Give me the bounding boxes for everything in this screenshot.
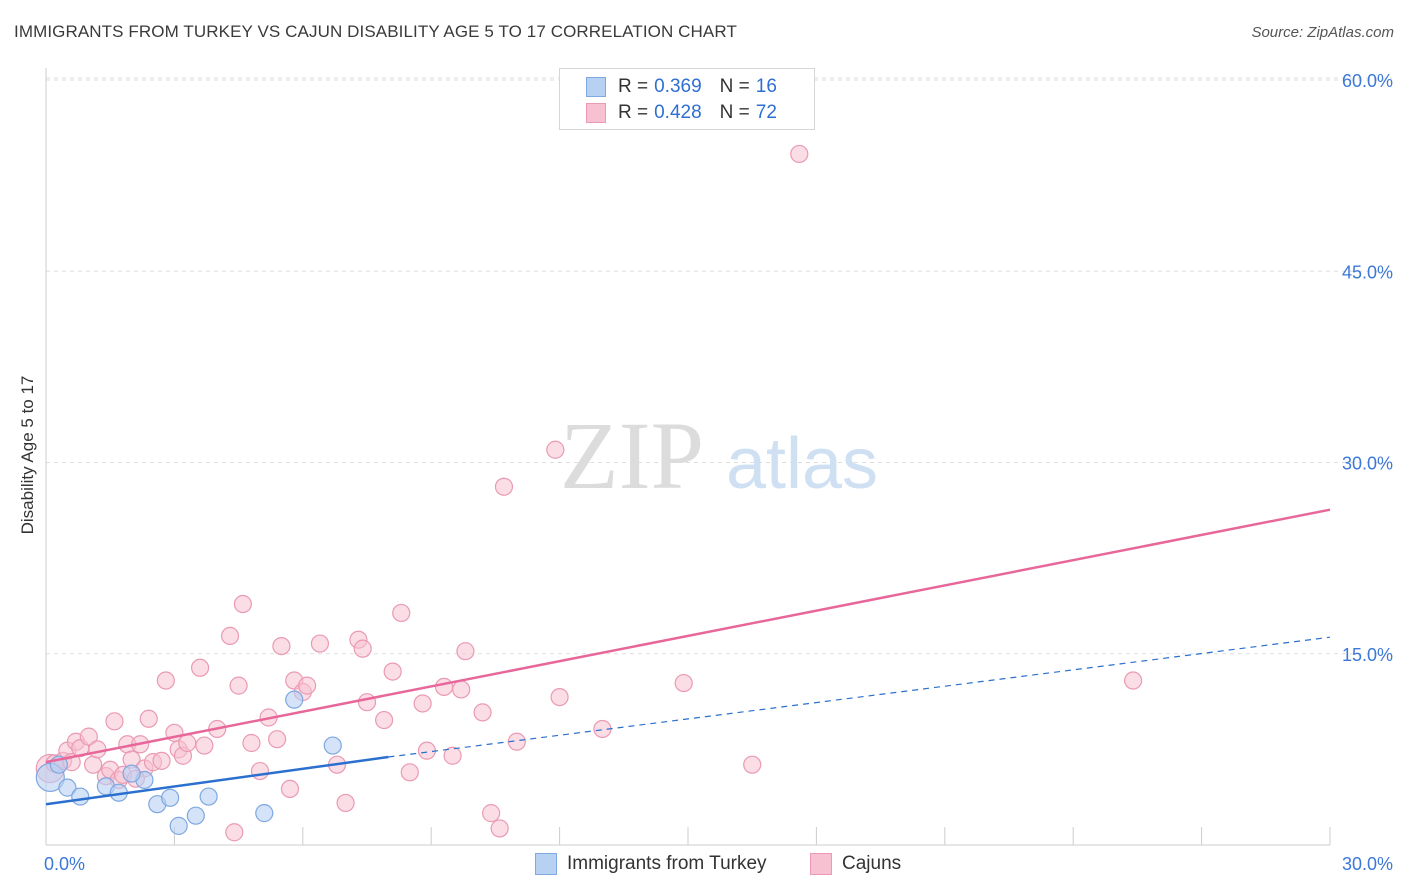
source-label: Source: ZipAtlas.com <box>1251 24 1394 41</box>
y-tick-label: 30.0% <box>1342 454 1393 474</box>
cajun-point <box>1124 671 1143 690</box>
legend-swatch-blue <box>586 77 606 97</box>
legend-row-turkey: R = 0.369 N = 16 <box>586 74 777 100</box>
tick-labels: 15.0% 30.0% 45.0% 60.0% 0.0% 30.0% <box>44 71 1393 874</box>
cajun-point <box>156 671 175 690</box>
cajun-point <box>272 636 291 656</box>
bottom-legend-swatch-pink <box>810 853 832 875</box>
cajun-point <box>743 755 762 774</box>
legend-n-value: 72 <box>755 102 777 123</box>
cajun-point <box>229 676 248 695</box>
turkey-point <box>323 736 342 755</box>
trendlines <box>45 508 1331 806</box>
turkey-trendline <box>45 755 389 806</box>
cajun-point <box>336 793 355 813</box>
bottom-legend-label: Cajuns <box>842 853 902 874</box>
bottom-legend-swatch-blue <box>535 853 557 875</box>
cajun-point <box>494 477 514 496</box>
bottom-legend-cajuns: Cajuns <box>810 851 901 877</box>
legend-r-value: 0.369 <box>654 76 702 97</box>
legend-r-value: 0.428 <box>654 102 702 123</box>
cajun-point <box>550 687 569 707</box>
y-tick-label: 15.0% <box>1342 645 1393 665</box>
cajun-trendline <box>45 508 1331 764</box>
cajun-point <box>413 694 432 713</box>
cajun-point <box>250 761 270 781</box>
stats-legend: R = 0.369 N = 16 R = 0.428 N = 72 <box>559 68 815 130</box>
cajun-point <box>674 673 693 693</box>
watermark-zip: ZIP <box>560 402 704 509</box>
cajun-point <box>310 634 330 653</box>
cajun-point <box>490 819 509 838</box>
cajun-point <box>152 751 171 770</box>
cajun-point <box>225 823 244 842</box>
cajun-point <box>88 740 107 759</box>
cajun-point <box>507 732 526 751</box>
bottom-legend-label: Immigrants from Turkey <box>567 853 767 874</box>
cajun-point <box>392 603 411 623</box>
turkey-point <box>169 816 188 835</box>
cajun-point <box>297 676 317 695</box>
chart-title: IMMIGRANTS FROM TURKEY VS CAJUN DISABILI… <box>14 22 737 41</box>
legend-r-label: R = <box>618 102 649 123</box>
turkey-point <box>122 764 141 783</box>
cajun-point <box>242 733 261 753</box>
turkey-point <box>285 690 304 709</box>
cajun-point <box>280 779 300 799</box>
axes <box>45 68 1331 846</box>
cajun-point <box>443 746 462 765</box>
legend-n-value: 16 <box>755 76 777 97</box>
legend-swatch-pink <box>586 103 606 123</box>
cajun-point <box>417 741 437 760</box>
cajun-point <box>139 709 158 728</box>
watermark-atlas: atlas <box>726 424 878 504</box>
turkey-point <box>186 806 205 825</box>
cajun-point <box>178 733 197 753</box>
legend-n-label: N = <box>719 102 750 123</box>
y-axis-label: Disability Age 5 to 17 <box>18 375 37 535</box>
cajun-point <box>473 703 492 722</box>
x-tick-label: 30.0% <box>1342 854 1393 874</box>
cajun-point <box>383 662 402 681</box>
cajun-point <box>195 736 214 755</box>
turkey-point <box>255 804 274 823</box>
legend-row-cajuns: R = 0.428 N = 72 <box>586 100 777 126</box>
watermark: ZIP atlas <box>560 402 878 509</box>
y-tick-label: 60.0% <box>1342 71 1393 91</box>
cajun-point <box>790 144 809 164</box>
cajun-point <box>400 763 419 782</box>
turkey-point <box>58 778 77 797</box>
legend-n-label: N = <box>719 76 750 97</box>
cajun-point <box>357 693 377 712</box>
cajun-point <box>482 804 501 823</box>
cajun-point <box>105 712 124 731</box>
legend-r-label: R = <box>618 76 649 97</box>
turkey-point <box>161 788 180 807</box>
bottom-legend-turkey: Immigrants from Turkey <box>535 851 767 877</box>
cajun-point <box>79 727 98 746</box>
gridlines <box>46 77 1392 655</box>
turkey-point <box>71 787 90 806</box>
x-tick-label: 0.0% <box>44 854 85 874</box>
cajun-point <box>353 639 372 658</box>
y-tick-label: 45.0% <box>1342 262 1393 282</box>
turkey-trendline-extension <box>388 636 1331 758</box>
cajun-point <box>268 730 287 749</box>
cajun-point <box>233 594 252 614</box>
cajun-point <box>452 680 471 699</box>
cajun-point <box>220 626 240 646</box>
cajun-point <box>546 440 565 459</box>
cajun-point <box>456 642 475 661</box>
cajun-point <box>190 658 210 677</box>
cajun-point <box>434 677 454 697</box>
turkey-point <box>199 787 218 806</box>
cajun-point <box>375 710 394 730</box>
